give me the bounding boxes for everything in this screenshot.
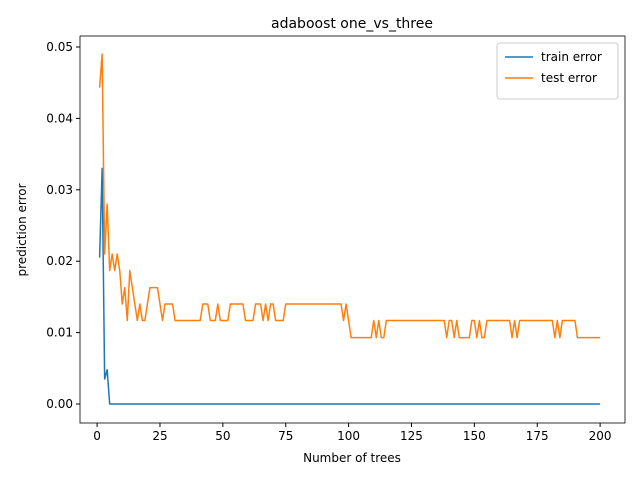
x-tick-label: 0 [93,429,101,443]
line [98,53,601,339]
x-tick-label: 150 [463,429,486,443]
plot-frame [79,35,626,424]
y-tick-label: 0.02 [46,254,73,268]
y-tick-label: 0.00 [46,397,73,411]
x-tick-label: 175 [526,429,549,443]
x-tick-label: 100 [337,429,360,443]
y-tick-label: 0.01 [46,326,73,340]
y-tick-label: 0.05 [46,40,73,54]
y-axis-label: prediction error [15,183,29,276]
x-tick-label: 200 [589,429,612,443]
x-tick-label: 75 [278,429,293,443]
chart-title: adaboost one_vs_three [271,16,433,32]
y-tick-label: 0.04 [46,111,73,125]
legend-label: train error [541,50,602,64]
x-tick-label: 125 [400,429,423,443]
legend-label: test error [541,71,597,85]
y-tick-label: 0.03 [46,183,73,197]
x-tick-label: 50 [215,429,230,443]
x-tick-label: 25 [152,429,167,443]
x-axis-label: Number of trees [303,451,401,465]
line [98,167,601,405]
